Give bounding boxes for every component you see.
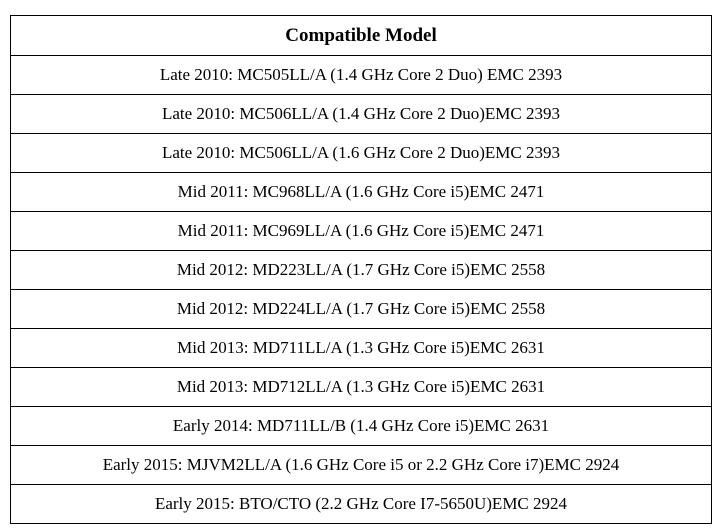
- model-cell: Mid 2011: MC968LL/A (1.6 GHz Core i5)EMC…: [10, 172, 712, 212]
- model-cell: Mid 2011: MC969LL/A (1.6 GHz Core i5)EMC…: [10, 211, 712, 251]
- table-row: Early 2014: MD711LL/B (1.4 GHz Core i5)E…: [10, 406, 712, 446]
- model-cell: Late 2010: MC506LL/A (1.4 GHz Core 2 Duo…: [10, 94, 712, 134]
- table-row: Early 2015: BTO/CTO (2.2 GHz Core I7-565…: [10, 484, 712, 524]
- model-cell: Early 2015: MJVM2LL/A (1.6 GHz Core i5 o…: [10, 445, 712, 485]
- model-cell: Early 2015: BTO/CTO (2.2 GHz Core I7-565…: [10, 484, 712, 524]
- model-cell: Mid 2012: MD224LL/A (1.7 GHz Core i5)EMC…: [10, 289, 712, 329]
- table-row: Mid 2011: MC969LL/A (1.6 GHz Core i5)EMC…: [10, 211, 712, 251]
- table-row: Early 2015: MJVM2LL/A (1.6 GHz Core i5 o…: [10, 445, 712, 485]
- table-row: Mid 2012: MD223LL/A (1.7 GHz Core i5)EMC…: [10, 250, 712, 290]
- table-row: Late 2010: MC506LL/A (1.6 GHz Core 2 Duo…: [10, 133, 712, 173]
- table-row: Late 2010: MC506LL/A (1.4 GHz Core 2 Duo…: [10, 94, 712, 134]
- model-cell: Late 2010: MC505LL/A (1.4 GHz Core 2 Duo…: [10, 55, 712, 95]
- model-cell: Mid 2012: MD223LL/A (1.7 GHz Core i5)EMC…: [10, 250, 712, 290]
- table-row: Mid 2013: MD712LL/A (1.3 GHz Core i5)EMC…: [10, 367, 712, 407]
- model-cell: Late 2010: MC506LL/A (1.6 GHz Core 2 Duo…: [10, 133, 712, 173]
- table-header: Compatible Model: [10, 15, 712, 56]
- compatibility-table: Compatible Model Late 2010: MC505LL/A (1…: [10, 15, 712, 524]
- table-body: Late 2010: MC505LL/A (1.4 GHz Core 2 Duo…: [10, 55, 712, 524]
- model-cell: Mid 2013: MD712LL/A (1.3 GHz Core i5)EMC…: [10, 367, 712, 407]
- table-row: Mid 2011: MC968LL/A (1.6 GHz Core i5)EMC…: [10, 172, 712, 212]
- header-row: Compatible Model: [10, 15, 712, 56]
- table-row: Mid 2012: MD224LL/A (1.7 GHz Core i5)EMC…: [10, 289, 712, 329]
- model-cell: Mid 2013: MD711LL/A (1.3 GHz Core i5)EMC…: [10, 328, 712, 368]
- table-row: Late 2010: MC505LL/A (1.4 GHz Core 2 Duo…: [10, 55, 712, 95]
- table-row: Mid 2013: MD711LL/A (1.3 GHz Core i5)EMC…: [10, 328, 712, 368]
- model-cell: Early 2014: MD711LL/B (1.4 GHz Core i5)E…: [10, 406, 712, 446]
